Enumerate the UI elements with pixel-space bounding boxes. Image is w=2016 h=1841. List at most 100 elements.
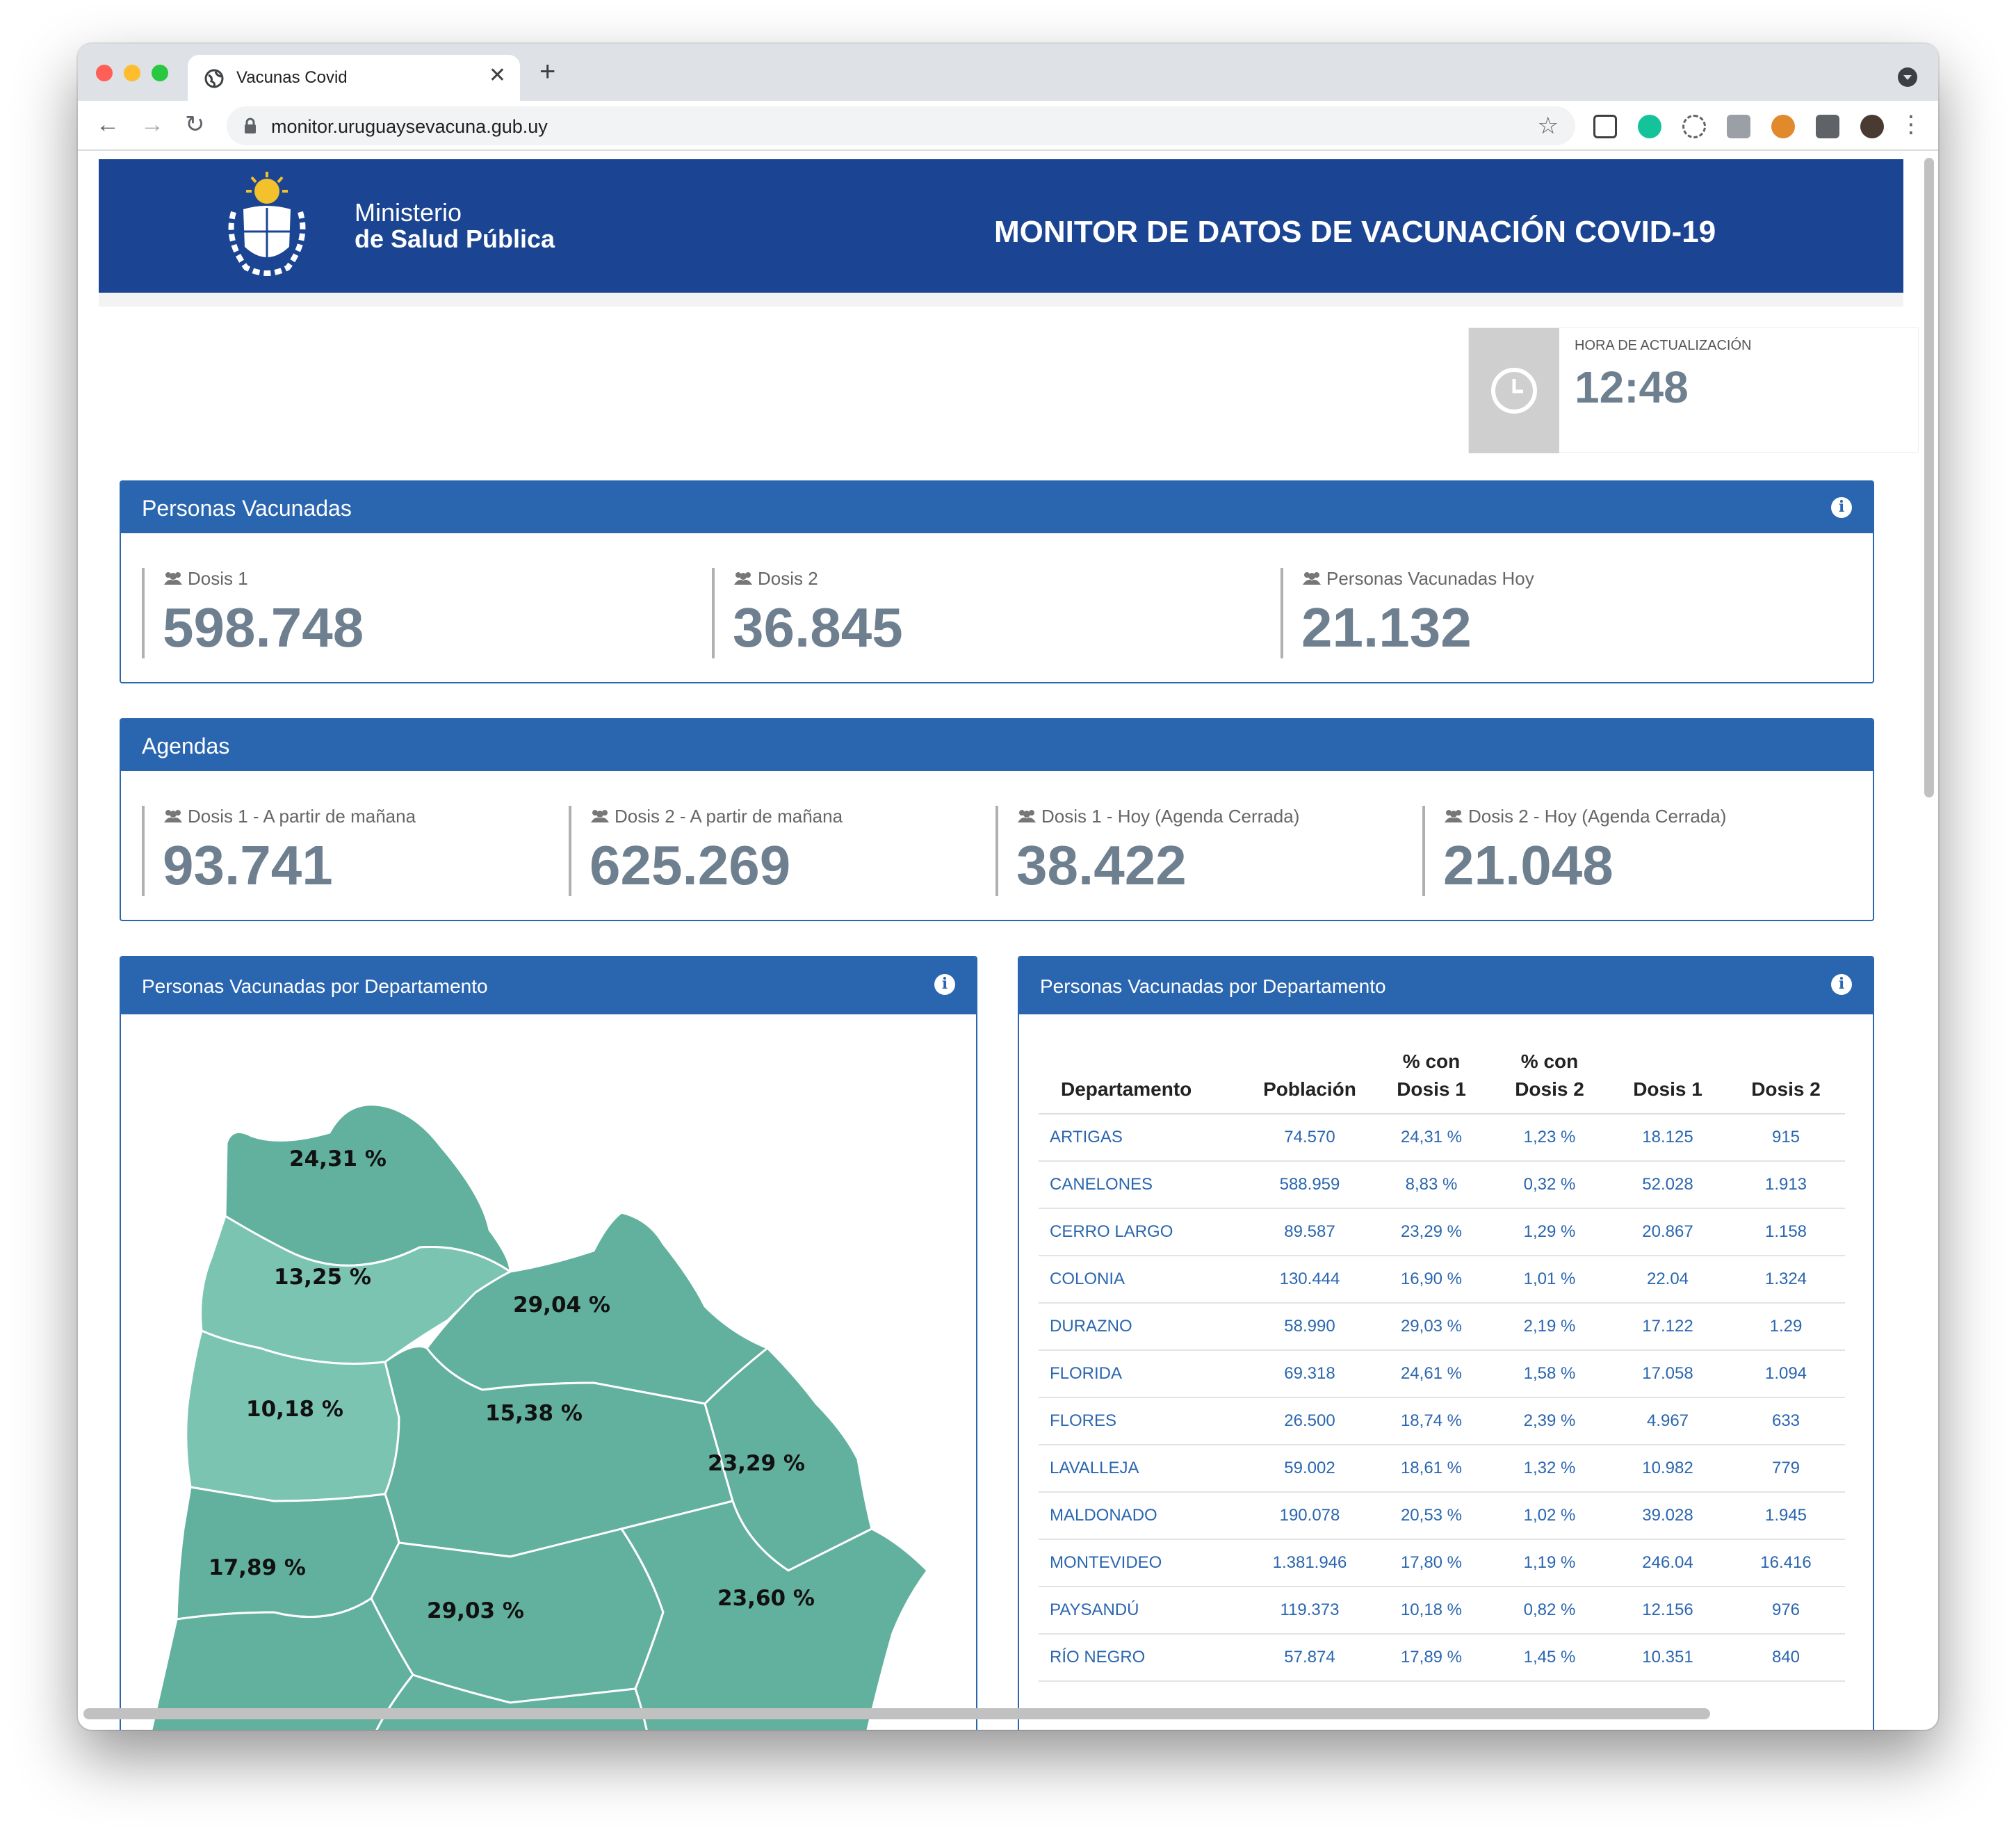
update-time-value: 12:48: [1575, 362, 1689, 412]
stat-value: 21.132: [1301, 597, 1472, 658]
table-cell: 1,23 %: [1490, 1114, 1609, 1162]
table-cell: 915: [1727, 1114, 1845, 1162]
table-header-row: Departamento Población % con Dosis 1 % c…: [1039, 1048, 1845, 1114]
maximize-window-button[interactable]: [152, 65, 168, 81]
extension-grammarly-icon[interactable]: [1638, 115, 1661, 138]
table-cell: 1.945: [1727, 1492, 1845, 1540]
extensions-puzzle-icon[interactable]: [1816, 115, 1839, 138]
col-header-pct-dosis-2[interactable]: % con Dosis 2: [1490, 1048, 1609, 1114]
col-header-dosis-2[interactable]: Dosis 2: [1727, 1048, 1845, 1114]
table-cell: 1.913: [1727, 1161, 1845, 1209]
back-button[interactable]: ←: [96, 111, 120, 138]
departments-table: Departamento Población % con Dosis 1 % c…: [1039, 1048, 1845, 1682]
stat-agenda-dosis-1-hoy: Dosis 1 - Hoy (Agenda Cerrada) 38.422: [995, 806, 1413, 896]
department-name-cell[interactable]: PAYSANDÚ: [1039, 1587, 1247, 1635]
stat-value: 625.269: [590, 834, 791, 896]
tab-vacunas-covid[interactable]: Vacunas Covid ✕: [188, 55, 520, 101]
col-header-poblacion[interactable]: Población: [1247, 1048, 1372, 1114]
stat-agenda-dosis-1-manana: Dosis 1 - A partir de mañana 93.741: [142, 806, 559, 896]
table-cell: 20.867: [1609, 1208, 1727, 1256]
url-text: monitor.uruguaysevacuna.gub.uy: [271, 116, 548, 137]
stat-label: Dosis 2 - A partir de mañana: [590, 806, 843, 827]
col-header-dosis-1[interactable]: Dosis 1: [1609, 1048, 1727, 1114]
vertical-scrollbar[interactable]: [1924, 158, 1934, 797]
close-tab-icon[interactable]: ✕: [488, 64, 506, 87]
map-label-treinta-y-tres: 23,60 %: [717, 1586, 815, 1611]
table-cell: 59.002: [1247, 1445, 1372, 1493]
department-name-cell[interactable]: CERRO LARGO: [1039, 1208, 1247, 1256]
users-icon: [1303, 572, 1321, 585]
table-cell: 69.318: [1247, 1350, 1372, 1398]
forward-button[interactable]: →: [140, 111, 164, 138]
table-cell: 57.874: [1247, 1634, 1372, 1682]
tab-search-icon[interactable]: [1898, 67, 1917, 87]
close-window-button[interactable]: [96, 65, 113, 81]
map-label-tacuarembo: 15,38 %: [485, 1401, 583, 1426]
horizontal-scrollbar[interactable]: [83, 1708, 1710, 1719]
new-tab-button[interactable]: +: [539, 56, 556, 87]
page: Ministerio de Salud Pública MONITOR DE D…: [99, 159, 1919, 1730]
info-icon[interactable]: [1831, 497, 1852, 518]
panel-header: Personas Vacunadas: [121, 482, 1873, 533]
info-icon[interactable]: [1831, 974, 1852, 995]
table-row: CANELONES 588.959 8,83 % 0,32 % 52.028 1.913: [1039, 1161, 1845, 1209]
table-cell: 29,03 %: [1372, 1303, 1490, 1351]
site-header: Ministerio de Salud Pública MONITOR DE D…: [99, 159, 1903, 307]
department-name-cell[interactable]: FLORES: [1039, 1397, 1247, 1445]
table-cell: 89.587: [1247, 1208, 1372, 1256]
table-cell: 4.967: [1609, 1397, 1727, 1445]
col-header-departamento[interactable]: Departamento: [1039, 1048, 1247, 1114]
uruguay-crest-logo: [228, 172, 306, 276]
table-cell: 18,74 %: [1372, 1397, 1490, 1445]
minimize-window-button[interactable]: [124, 65, 140, 81]
lock-icon: [245, 117, 256, 133]
department-name-cell[interactable]: CANELONES: [1039, 1161, 1247, 1209]
table-cell: 24,61 %: [1372, 1350, 1490, 1398]
department-name-cell[interactable]: COLONIA: [1039, 1256, 1247, 1304]
department-name-cell[interactable]: ARTIGAS: [1039, 1114, 1247, 1162]
col-header-pct-dosis-1[interactable]: % con Dosis 1: [1372, 1048, 1490, 1114]
panel-header: Personas Vacunadas por Departamento: [1019, 957, 1873, 1014]
info-icon[interactable]: [934, 974, 955, 995]
table-cell: 22.04: [1609, 1256, 1727, 1304]
table-cell: 0,32 %: [1490, 1161, 1609, 1209]
panel-title: Agendas: [142, 733, 230, 759]
header-divider: [99, 293, 1903, 307]
department-name-cell[interactable]: FLORIDA: [1039, 1350, 1247, 1398]
table-row: MALDONADO 190.078 20,53 % 1,02 % 39.028 1.945: [1039, 1492, 1845, 1540]
table-cell: 1.094: [1727, 1350, 1845, 1398]
extension-avast-icon[interactable]: [1771, 115, 1795, 138]
reload-button[interactable]: ↻: [185, 111, 205, 138]
department-name-cell[interactable]: MONTEVIDEO: [1039, 1539, 1247, 1587]
extension-reader-icon[interactable]: [1593, 115, 1617, 138]
table-cell: 16.416: [1727, 1539, 1845, 1587]
department-name-cell[interactable]: LAVALLEJA: [1039, 1445, 1247, 1493]
table-cell: 1.158: [1727, 1208, 1845, 1256]
stat-label: Dosis 1 - Hoy (Agenda Cerrada): [1016, 806, 1299, 827]
department-name-cell[interactable]: MALDONADO: [1039, 1492, 1247, 1540]
map-region-treinta-y-tres[interactable]: [620, 1500, 929, 1730]
users-icon: [1445, 810, 1463, 822]
stat-agenda-dosis-2-hoy: Dosis 2 - Hoy (Agenda Cerrada) 21.048: [1422, 806, 1839, 896]
table-cell: 58.990: [1247, 1303, 1372, 1351]
stat-value: 36.845: [733, 597, 903, 658]
table-row: MONTEVIDEO 1.381.946 17,80 % 1,19 % 246.04 16…: [1039, 1539, 1845, 1587]
browser-menu-icon[interactable]: ⋮: [1899, 111, 1923, 138]
profile-avatar[interactable]: [1860, 115, 1884, 138]
table-cell: 1,32 %: [1490, 1445, 1609, 1493]
table-cell: 26.500: [1247, 1397, 1372, 1445]
table-row: PAYSANDÚ 119.373 10,18 % 0,82 % 12.156 976: [1039, 1587, 1845, 1635]
extension-recycle-icon[interactable]: [1682, 115, 1706, 138]
bookmark-star-icon[interactable]: ☆: [1537, 113, 1559, 139]
map-region-rio-negro[interactable]: [175, 1486, 400, 1621]
department-name-cell[interactable]: DURAZNO: [1039, 1303, 1247, 1351]
table-cell: 246.04: [1609, 1539, 1727, 1587]
users-icon: [164, 572, 182, 585]
address-bar[interactable]: monitor.uruguaysevacuna.gub.uy ☆: [227, 106, 1575, 145]
stat-label: Dosis 1: [163, 568, 248, 590]
department-name-cell[interactable]: RÍO NEGRO: [1039, 1634, 1247, 1682]
table-cell: 1,02 %: [1490, 1492, 1609, 1540]
extension-camera-icon[interactable]: [1727, 115, 1750, 138]
table-cell: 39.028: [1609, 1492, 1727, 1540]
table-cell: 633: [1727, 1397, 1845, 1445]
